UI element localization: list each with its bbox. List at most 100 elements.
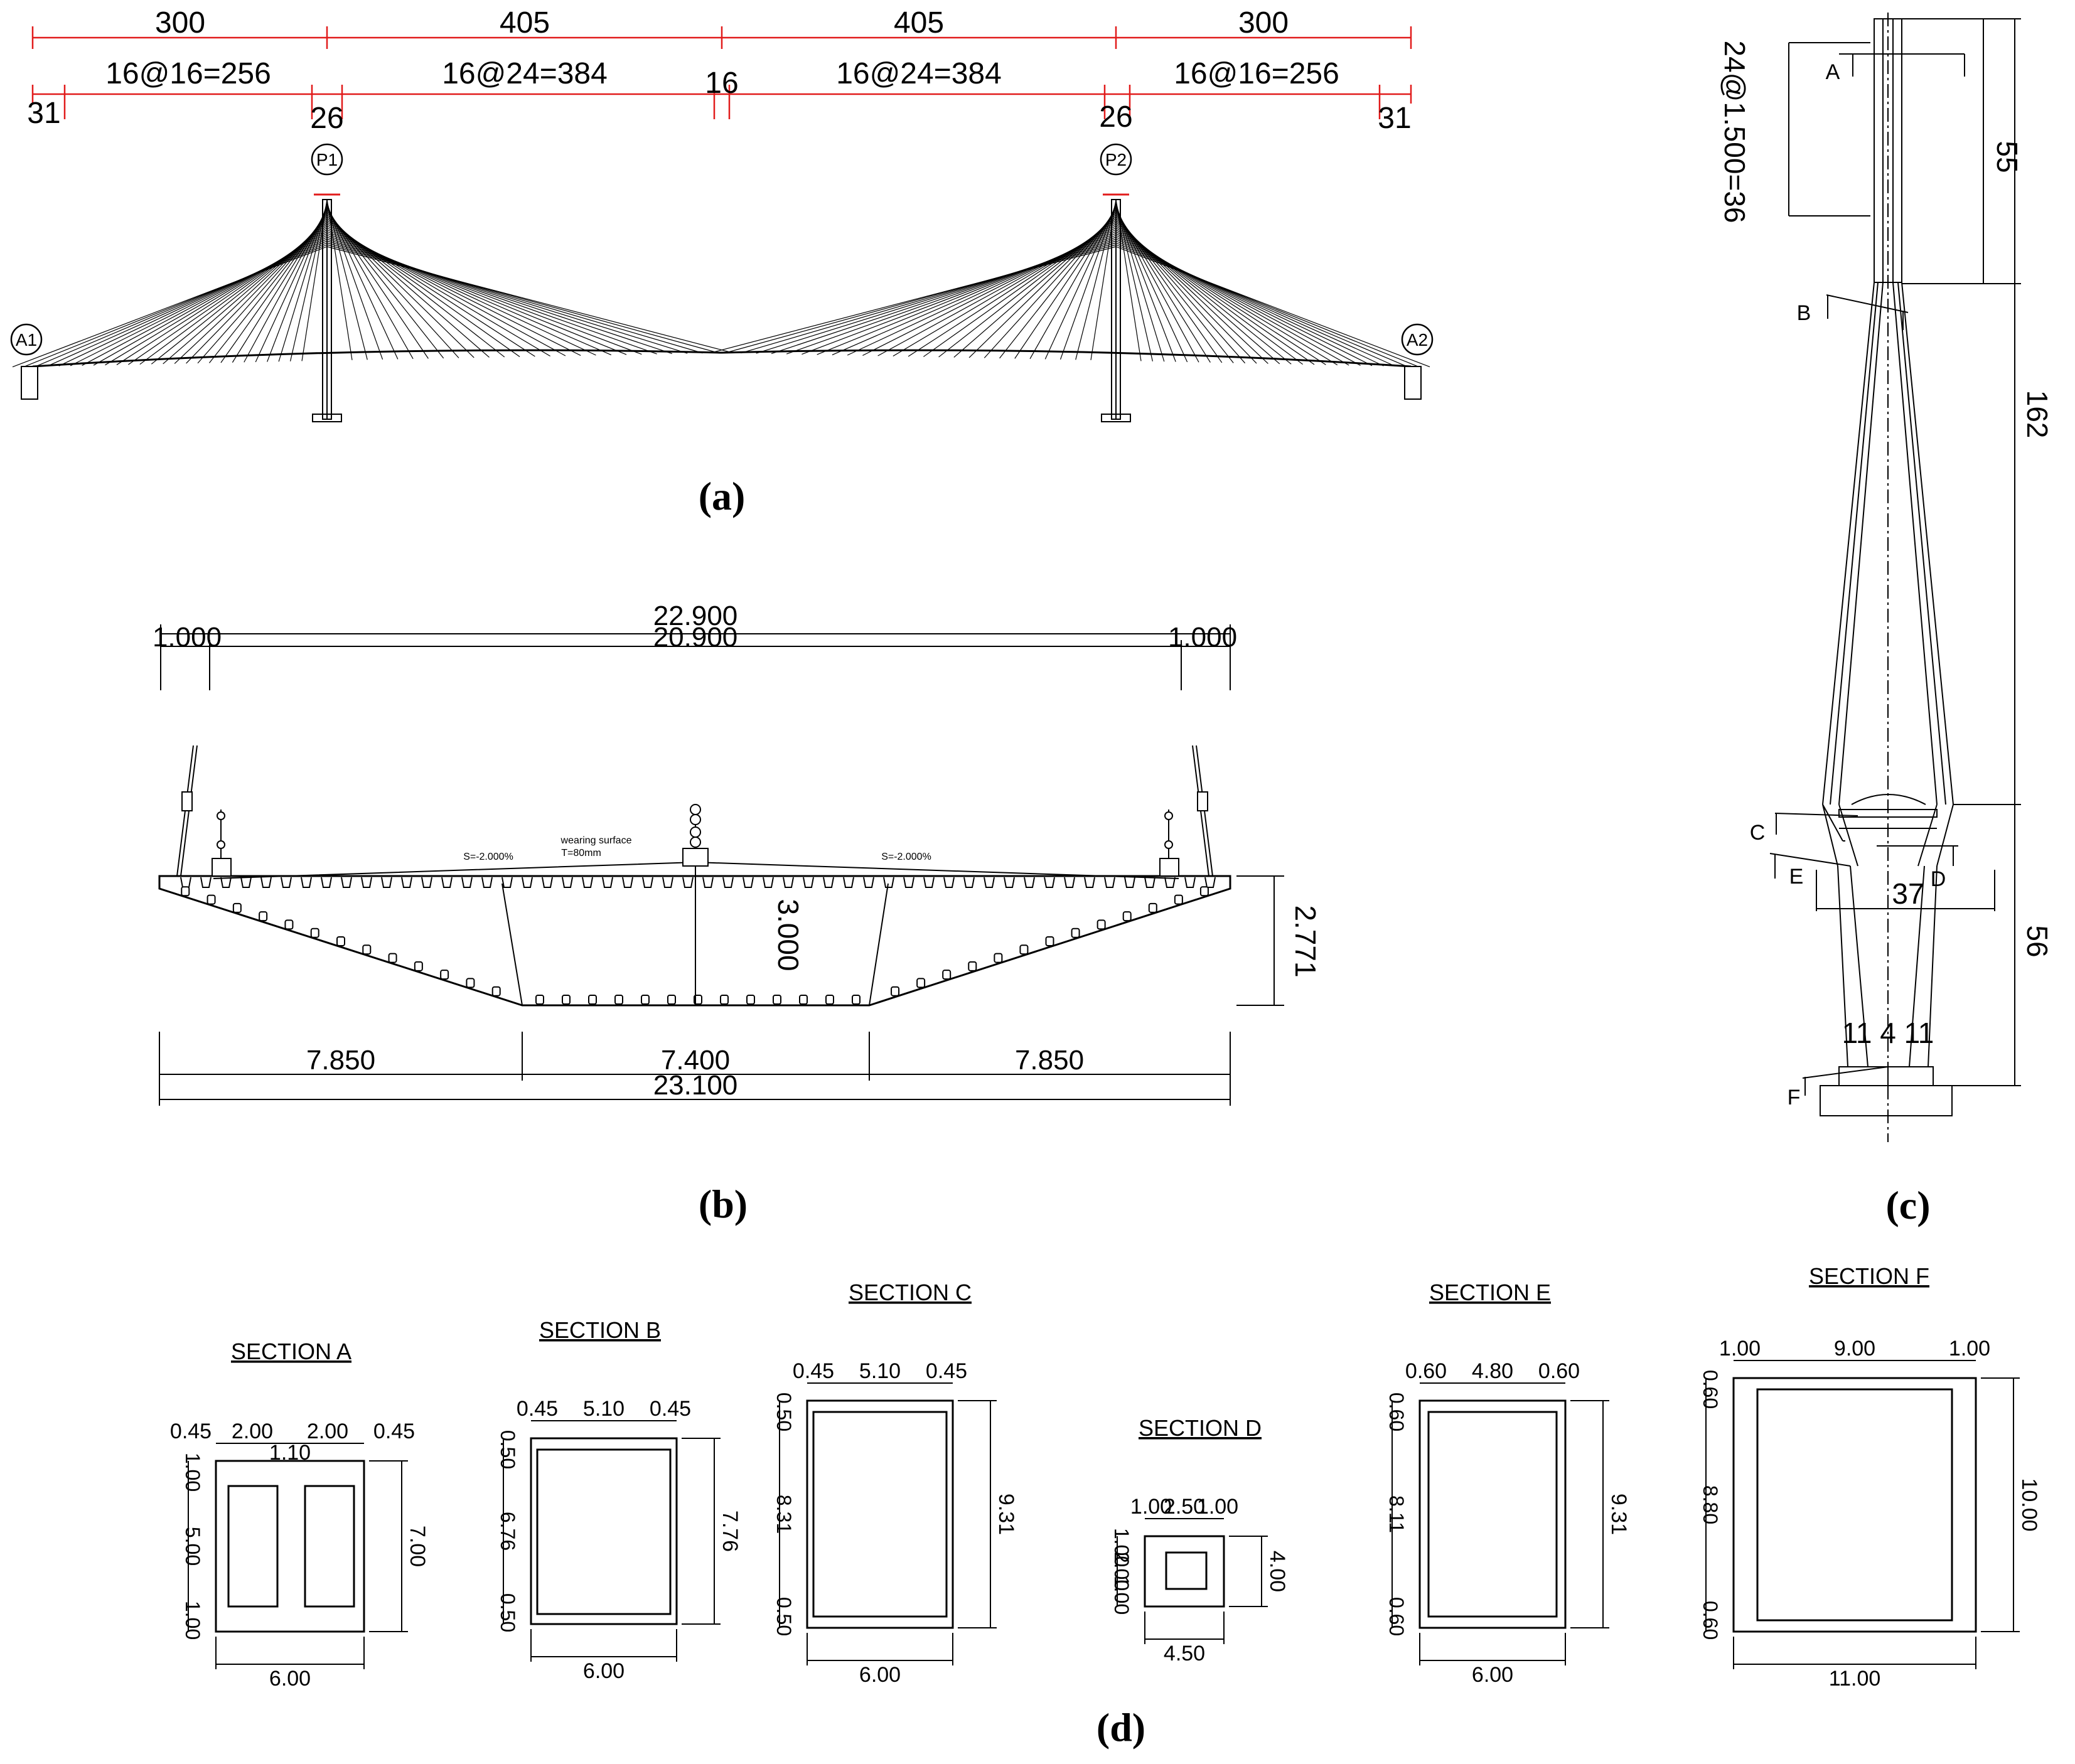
stay-cable <box>1115 235 1361 366</box>
bottom-left-label: 7.850 <box>306 1045 375 1076</box>
section-cut-a <box>1839 53 1965 77</box>
cable-spacing-4: 16@16=256 <box>1174 57 1339 90</box>
bottom-rib <box>414 961 423 971</box>
total-bottom-label: 23.100 <box>653 1070 738 1101</box>
span-3-label: 405 <box>894 6 944 40</box>
section-top-dim: 0.45 <box>373 1419 415 1443</box>
cable-spacing-mid: 16 <box>705 67 738 100</box>
stay-cable <box>326 231 611 356</box>
deck-rib <box>381 877 392 888</box>
span-4-label: 300 <box>1238 6 1289 40</box>
deck-rib <box>441 877 453 888</box>
bottom-rib <box>1071 927 1080 938</box>
section-cut-d <box>1877 845 1958 866</box>
stay-cable <box>771 238 1117 355</box>
slope-right-label: S=-2.000% <box>881 852 931 862</box>
median-barrier <box>682 804 709 867</box>
stay-cable <box>326 233 627 355</box>
section-left-dim: 8.80 <box>1699 1485 1722 1524</box>
stay-cable <box>1115 233 1349 366</box>
section-left-dim: 1.00 <box>181 1453 204 1492</box>
bottom-rib <box>1122 911 1132 922</box>
section-cut-b <box>1826 294 1909 330</box>
stay-cable <box>326 205 399 360</box>
section-c: SECTION C 6.00 9.31 0.50 8.31 0.50 0.45 5.10 0.4… <box>773 1280 1018 1687</box>
section-mid-dim: 1.10 <box>269 1441 311 1465</box>
bottom-rib <box>994 953 1003 963</box>
deck-rib <box>321 877 332 888</box>
section-bottom-dim: 11.00 <box>1829 1667 1881 1691</box>
deck-rib <box>1044 877 1055 888</box>
deck-rib <box>461 877 473 888</box>
deck-rib <box>200 877 212 888</box>
section-left-dim: 0.50 <box>773 1392 795 1431</box>
deck-rib <box>863 877 874 888</box>
stay-cable <box>710 246 1117 353</box>
deck-rib <box>963 877 975 888</box>
section-top-dim: 5.10 <box>859 1359 901 1383</box>
pylon-base-dims-label: 11 4 11 <box>1842 1017 1934 1049</box>
bottom-rib <box>1096 919 1106 930</box>
support-marker-p1: P1 <box>311 143 343 176</box>
stay-cable <box>1115 238 1384 366</box>
deck-rib <box>923 877 935 888</box>
bottom-rib <box>1199 886 1209 897</box>
deck-rib <box>1124 877 1135 888</box>
bottom-rib <box>852 995 861 1005</box>
stay-cable <box>1115 201 1153 361</box>
section-left-dim: 0.60 <box>1699 1601 1722 1640</box>
bottom-rib <box>491 986 501 997</box>
section-bottom-dim: 6.00 <box>269 1667 311 1691</box>
svg-text:A2: A2 <box>1407 330 1428 350</box>
bottom-rib <box>336 936 345 946</box>
svg-text:P1: P1 <box>316 150 338 169</box>
stay-cable <box>326 227 581 356</box>
depth-edge-label: 2.771 <box>1289 905 1322 977</box>
marker-c: C <box>1750 821 1766 845</box>
end-right-label: 31 <box>1378 102 1411 135</box>
section-left-dim: 1.00 <box>1110 1528 1133 1567</box>
section-title: SECTION E <box>1429 1280 1551 1305</box>
stay-cable <box>70 237 328 366</box>
section-left-dim: 0.50 <box>496 1430 519 1469</box>
stay-cable <box>82 235 328 366</box>
deck-rib <box>883 877 894 888</box>
bottom-rib <box>562 995 571 1005</box>
pylon-h-top-label: 55 <box>1991 141 2024 173</box>
section-left-dim: 0.60 <box>1385 1597 1408 1636</box>
stay-cable <box>326 244 718 353</box>
section-title: SECTION B <box>539 1317 661 1343</box>
section-bottom-dim: 6.00 <box>583 1659 625 1683</box>
section-top-dim: 9.00 <box>1834 1337 1875 1360</box>
deck-rib <box>763 877 774 888</box>
section-title: SECTION D <box>1139 1415 1262 1441</box>
marker-a: A <box>1826 60 1840 84</box>
section-left-dim: 0.60 <box>1699 1370 1722 1409</box>
section-top-dim: 0.45 <box>170 1419 212 1443</box>
deck-rib <box>180 877 191 888</box>
marker-d: D <box>1931 867 1946 891</box>
section-top-dim: 0.45 <box>517 1397 558 1421</box>
deck-rib <box>943 877 955 888</box>
section-e: SECTION E 6.00 9.31 0.60 8.11 0.60 0.60 4.80 0.6… <box>1385 1280 1631 1687</box>
stay-cable <box>93 233 328 366</box>
deck-rib <box>501 877 513 888</box>
section-top-dim: 0.60 <box>1405 1359 1447 1383</box>
stay-cable <box>326 235 642 355</box>
section-bottom-dim: 6.00 <box>1472 1663 1513 1687</box>
bottom-rib <box>206 894 216 905</box>
section-void <box>1756 1388 1953 1622</box>
railing-left <box>176 745 232 877</box>
stay-cable <box>1059 203 1117 360</box>
panel-label-c: (c) <box>1885 1183 1930 1227</box>
stay-cable <box>786 237 1117 355</box>
stay-cable <box>326 246 734 353</box>
section-top-dim: 2.00 <box>232 1419 273 1443</box>
panel-label-b: (b) <box>699 1182 748 1226</box>
anchorage-label: 24@1.500=36 <box>1718 40 1751 223</box>
section-d: SECTION D4.504.001.002.001.001.002.501.0… <box>1110 1415 1289 1665</box>
section-title: SECTION A <box>231 1339 351 1364</box>
deck-rib <box>1064 877 1075 888</box>
section-title: SECTION C <box>849 1280 972 1305</box>
deck-rib <box>783 877 794 888</box>
